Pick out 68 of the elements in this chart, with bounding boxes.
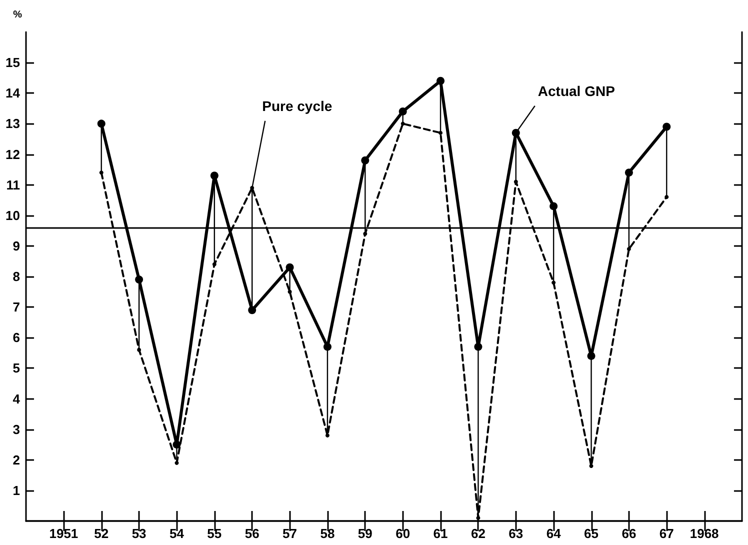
point (137, 348, 142, 352)
point (172, 440, 181, 449)
x-tick-label: 57 (282, 526, 298, 541)
point (398, 107, 407, 116)
y-tick-label: 13 (6, 116, 20, 132)
point (474, 342, 482, 351)
x-tick-label: 60 (396, 526, 410, 541)
x-tick-label: 1968 (690, 526, 719, 541)
y-tick-label: 6 (12, 330, 20, 346)
point (363, 232, 368, 236)
point (288, 290, 292, 294)
point (286, 263, 294, 272)
point (174, 460, 179, 465)
point (664, 195, 669, 200)
point (99, 170, 104, 175)
y-tick-label: 3 (12, 422, 20, 437)
point (626, 246, 631, 251)
point (587, 352, 596, 360)
annotation: Actual GNP (538, 82, 615, 99)
point (248, 306, 256, 314)
x-tick-label: 64 (546, 526, 562, 541)
y-tick-label: 5 (12, 360, 20, 376)
x-tick-label: 55 (207, 526, 222, 541)
point (552, 280, 556, 285)
annotation: Pure cycle (262, 98, 332, 114)
point (361, 156, 370, 164)
x-tick-label: 53 (132, 526, 146, 541)
x-tick-label: 58 (320, 526, 335, 541)
point (436, 76, 445, 85)
x-tick-label: 61 (433, 526, 448, 541)
x-tick-label: 66 (622, 526, 636, 541)
x-tick-label: 67 (659, 526, 674, 541)
point (400, 122, 405, 126)
point (210, 172, 218, 180)
point (514, 180, 518, 184)
y-tick-label: 14 (6, 86, 21, 101)
x-tick-label: 52 (94, 526, 109, 541)
x-tick-label: 1951 (49, 526, 78, 541)
point (323, 342, 332, 351)
y-tick-label: 7 (12, 300, 20, 315)
point (550, 202, 558, 210)
y-tick-label: 4 (12, 391, 21, 406)
y-tick-label: 12 (6, 146, 20, 162)
y-tick-label: 15 (6, 55, 20, 70)
y-tick-label: 1 (12, 482, 20, 498)
point (476, 516, 480, 520)
y-tick-label: 10 (6, 208, 20, 223)
point (512, 128, 520, 137)
x-tick-label: 54 (170, 526, 185, 541)
y-tick-label: 9 (12, 238, 20, 254)
point (589, 464, 594, 468)
y-axis-title: % (13, 10, 22, 20)
x-tick-label: 62 (470, 526, 486, 541)
point (135, 276, 144, 284)
y-tick-label: 11 (6, 177, 20, 192)
point (250, 186, 254, 190)
x-tick-label: 63 (508, 526, 524, 541)
point (212, 262, 216, 266)
y-tick-label: 8 (12, 269, 20, 284)
x-tick-label: 65 (584, 526, 598, 541)
point (624, 168, 633, 177)
point (438, 130, 443, 135)
point (97, 120, 106, 128)
x-tick-label: 56 (244, 526, 260, 541)
point (325, 433, 330, 438)
point (662, 122, 671, 131)
y-tick-label: 2 (12, 452, 20, 468)
x-tick-label: 59 (358, 526, 372, 541)
